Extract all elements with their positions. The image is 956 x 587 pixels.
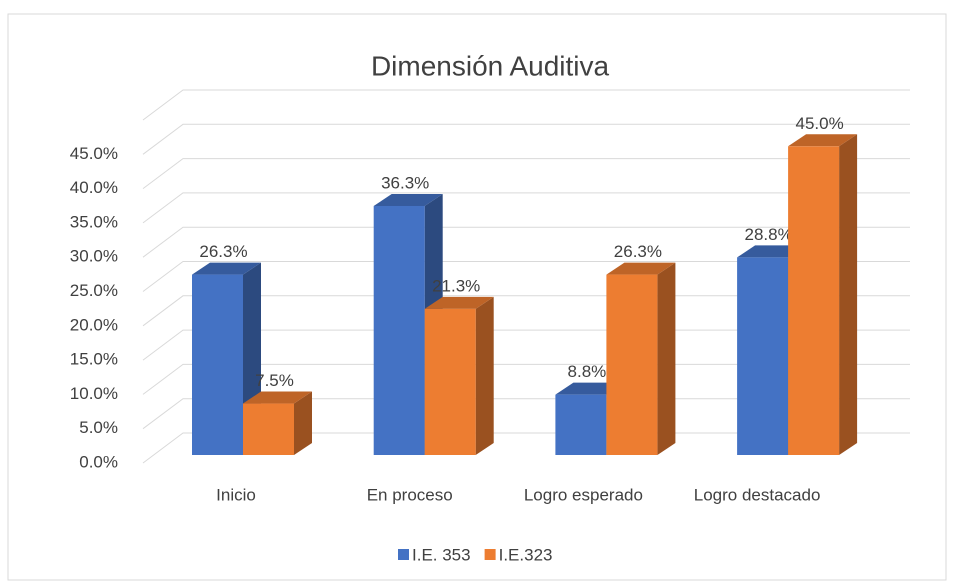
grid-line: [142, 261, 910, 292]
x-tick-label: Logro destacado: [694, 485, 821, 504]
bar-side: [475, 296, 494, 455]
bar-top: [424, 296, 494, 309]
bar-top: [373, 193, 443, 206]
x-tick-label: Inicio: [216, 485, 256, 504]
y-tick-label: 15.0%: [70, 350, 118, 369]
data-label: 8.8%: [568, 362, 607, 381]
data-label: 21.3%: [432, 276, 480, 295]
grid-line: [142, 226, 910, 258]
bar: [606, 262, 676, 455]
x-tick-label: En proceso: [367, 485, 453, 504]
bar-side: [294, 391, 312, 455]
bar-front: [737, 257, 789, 455]
data-label: 26.3%: [199, 242, 247, 261]
chart-title: Dimensión Auditiva: [371, 50, 610, 81]
y-tick-label: 10.0%: [70, 384, 118, 403]
bar-front: [192, 274, 243, 455]
y-tick-label: 30.0%: [70, 247, 118, 266]
data-label: 26.3%: [614, 242, 662, 261]
legend-label: I.E. 353: [412, 545, 471, 564]
legend-swatch: [398, 549, 409, 560]
bar: [788, 134, 858, 456]
bar-side: [839, 134, 858, 456]
y-tick-label: 35.0%: [70, 212, 118, 231]
bar: [243, 391, 312, 455]
bar-front: [424, 308, 476, 455]
data-label: 36.3%: [381, 173, 429, 192]
grid-line: [142, 123, 910, 155]
grid-line: [142, 89, 910, 121]
bar-front: [788, 146, 840, 456]
bar-top: [243, 391, 312, 404]
y-tick-label: 25.0%: [70, 281, 118, 300]
bar-top: [788, 134, 858, 147]
bar-front: [606, 274, 658, 455]
x-tick-label: Logro esperado: [524, 485, 643, 504]
bar-front: [555, 394, 607, 455]
data-label: 45.0%: [795, 114, 843, 133]
bar-front: [373, 205, 425, 455]
legend-label: I.E.323: [499, 545, 553, 564]
bar-top: [606, 262, 676, 275]
y-tick-label: 0.0%: [79, 452, 118, 471]
data-label: 28.8%: [744, 225, 792, 244]
bar-top: [192, 262, 261, 275]
data-label: 7.5%: [255, 371, 294, 390]
grid-line: [142, 158, 910, 190]
y-tick-label: 5.0%: [79, 418, 118, 437]
grid-line: [142, 192, 910, 224]
y-tick-label: 45.0%: [70, 144, 118, 163]
y-tick-label: 20.0%: [70, 315, 118, 334]
bar-side: [657, 262, 676, 455]
bar-front: [243, 403, 294, 455]
y-tick-label: 40.0%: [70, 178, 118, 197]
bar: [424, 296, 494, 455]
legend-swatch: [484, 549, 496, 560]
